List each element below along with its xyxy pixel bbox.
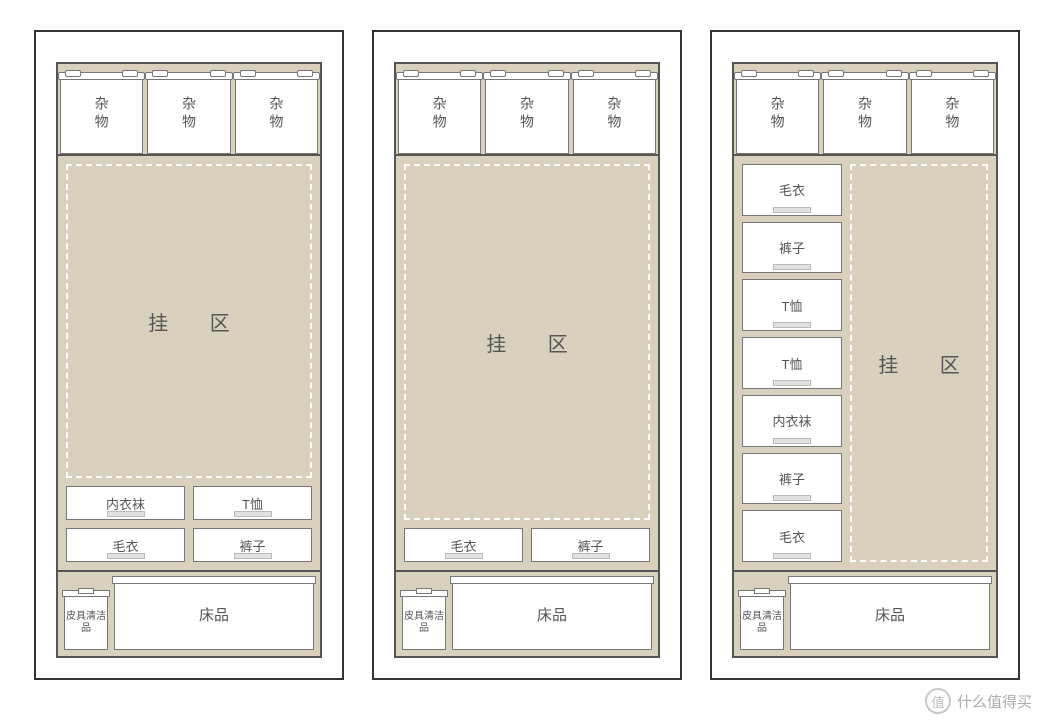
storage-box: 杂物	[573, 74, 656, 154]
drawer-pants: 裤子	[193, 528, 312, 562]
storage-box: 杂物	[823, 74, 906, 154]
hang-zone: 挂 区	[66, 164, 312, 478]
drawer-pants: 裤子	[531, 528, 650, 562]
bedding-box: 床品	[452, 578, 652, 650]
storage-box: 杂物	[147, 74, 230, 154]
storage-label: 杂物	[179, 96, 199, 132]
storage-label: 杂物	[604, 96, 624, 132]
wardrobe-3: 杂物 杂物 杂物 毛衣 裤子 T恤 T恤 内衣袜 裤子 毛衣 挂 区 皮具清洁品…	[710, 30, 1020, 680]
hang-zone: 挂 区	[404, 164, 650, 520]
storage-label: 杂物	[430, 96, 450, 132]
top-shelf: 杂物 杂物 杂物	[396, 64, 658, 156]
drawer-tshirt: T恤	[193, 486, 312, 520]
bedding-label: 床品	[875, 604, 905, 625]
storage-box: 杂物	[235, 74, 318, 154]
storage-label: 杂物	[855, 96, 875, 132]
drawer-underwear: 内衣袜	[742, 395, 842, 447]
hang-zone: 挂 区	[850, 164, 988, 562]
middle-section: 挂 区 毛衣 裤子	[396, 156, 658, 572]
drawer-column: 毛衣 裤子 T恤 T恤 内衣袜 裤子 毛衣	[742, 164, 842, 562]
storage-label: 杂物	[266, 96, 286, 132]
wardrobe-interior: 杂物 杂物 杂物 毛衣 裤子 T恤 T恤 内衣袜 裤子 毛衣 挂 区 皮具清洁品…	[732, 62, 998, 658]
drawer-tshirt: T恤	[742, 337, 842, 389]
small-box-label: 皮具清洁品	[403, 611, 445, 635]
bottom-section: 皮具清洁品 床品	[734, 572, 996, 656]
drawer-sweater: 毛衣	[404, 528, 523, 562]
storage-box: 杂物	[485, 74, 568, 154]
watermark-icon: 值	[925, 688, 951, 714]
top-shelf: 杂物 杂物 杂物	[58, 64, 320, 156]
bottom-section: 皮具清洁品 床品	[396, 572, 658, 656]
small-box-label: 皮具清洁品	[741, 611, 783, 635]
drawer-row: 内衣袜 T恤	[66, 486, 312, 520]
wardrobe-interior: 杂物 杂物 杂物 挂 区 毛衣 裤子 皮具清洁品 床品	[394, 62, 660, 658]
storage-box: 杂物	[60, 74, 143, 154]
drawer-tshirt: T恤	[742, 279, 842, 331]
bedding-box: 床品	[790, 578, 990, 650]
bedding-label: 床品	[199, 604, 229, 625]
small-box-leather: 皮具清洁品	[64, 592, 108, 650]
storage-box: 杂物	[736, 74, 819, 154]
middle-section: 毛衣 裤子 T恤 T恤 内衣袜 裤子 毛衣 挂 区	[734, 156, 996, 572]
watermark-text: 什么值得买	[957, 691, 1032, 712]
drawer-sweater: 毛衣	[742, 164, 842, 216]
drawer-row: 毛衣 裤子	[404, 528, 650, 562]
bedding-box: 床品	[114, 578, 314, 650]
wardrobe-2: 杂物 杂物 杂物 挂 区 毛衣 裤子 皮具清洁品 床品	[372, 30, 682, 680]
storage-label: 杂物	[768, 96, 788, 132]
drawer-underwear: 内衣袜	[66, 486, 185, 520]
watermark: 值 什么值得买	[925, 688, 1032, 714]
storage-label: 杂物	[942, 96, 962, 132]
bedding-label: 床品	[537, 604, 567, 625]
top-shelf: 杂物 杂物 杂物	[734, 64, 996, 156]
small-box-label: 皮具清洁品	[65, 611, 107, 635]
drawer-pants: 裤子	[742, 222, 842, 274]
storage-label: 杂物	[92, 96, 112, 132]
drawer-sweater: 毛衣	[66, 528, 185, 562]
wardrobe-1: 杂物 杂物 杂物 挂 区 内衣袜 T恤 毛衣 裤子 皮具清洁品 床品	[34, 30, 344, 680]
small-box-leather: 皮具清洁品	[402, 592, 446, 650]
drawer-pants: 裤子	[742, 453, 842, 505]
storage-box: 杂物	[398, 74, 481, 154]
drawer-row: 毛衣 裤子	[66, 528, 312, 562]
drawer-sweater: 毛衣	[742, 510, 842, 562]
storage-box: 杂物	[911, 74, 994, 154]
small-box-leather: 皮具清洁品	[740, 592, 784, 650]
storage-label: 杂物	[517, 96, 537, 132]
bottom-section: 皮具清洁品 床品	[58, 572, 320, 656]
middle-section: 挂 区 内衣袜 T恤 毛衣 裤子	[58, 156, 320, 572]
wardrobe-interior: 杂物 杂物 杂物 挂 区 内衣袜 T恤 毛衣 裤子 皮具清洁品 床品	[56, 62, 322, 658]
